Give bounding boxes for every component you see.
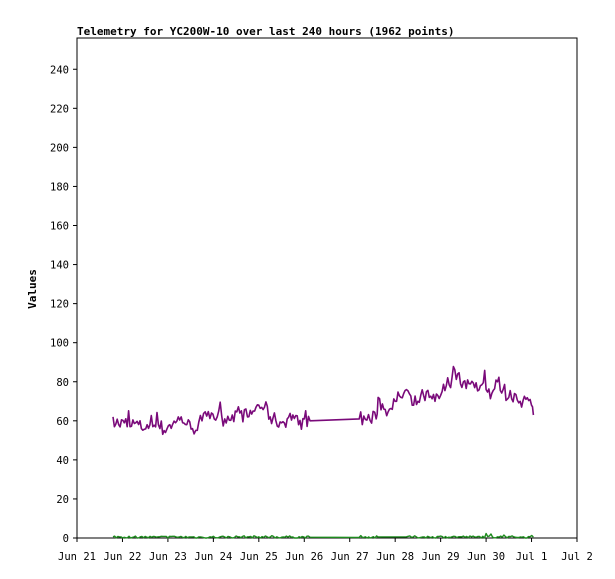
chart-title: Telemetry for YC200W-10 over last 240 ho… xyxy=(77,25,455,38)
plot-frame xyxy=(76,37,578,539)
x-tick-label: Jun 27 xyxy=(331,551,369,563)
x-tick-label: Jun 30 xyxy=(467,551,505,563)
y-tick-label: 220 xyxy=(50,103,69,115)
y-tick-label: 140 xyxy=(50,260,69,272)
series-layer xyxy=(112,365,535,539)
x-tick-label: Jun 21 xyxy=(58,551,96,563)
y-tick-label: 200 xyxy=(50,142,69,154)
y-tick-label: 160 xyxy=(50,221,69,233)
x-tick-label: Jun 25 xyxy=(240,551,278,563)
y-tick-label: 0 xyxy=(63,533,69,545)
y-axis-label: Values xyxy=(26,269,39,309)
x-tick-label: Jun 23 xyxy=(149,551,187,563)
y-tick-label: 100 xyxy=(50,338,69,350)
x-tick-label: Jul 1 xyxy=(516,551,548,563)
x-tick-label: Jul 2 xyxy=(561,551,593,563)
series-line-0 xyxy=(112,365,535,436)
y-tick-label: 120 xyxy=(50,299,69,311)
x-tick-label: Jun 29 xyxy=(422,551,460,563)
y-tick-label: 20 xyxy=(56,494,69,506)
y-tick-label: 40 xyxy=(56,455,69,467)
y-tick-label: 60 xyxy=(56,416,69,428)
series-line-1 xyxy=(112,532,534,539)
y-tick-label: 80 xyxy=(56,377,69,389)
x-tick-label: Jun 28 xyxy=(376,551,414,563)
y-tick-label: 180 xyxy=(50,181,69,193)
x-tick-label: Jun 24 xyxy=(194,551,232,563)
y-ticks: 0 20 40 60 80 100 120 140 160 180 200 220 240 xyxy=(50,64,77,545)
x-ticks: Jun 21 Jun 22 Jun 23 Jun 24 Jun 25 Jun 26 Jun … xyxy=(58,538,593,563)
x-tick-label: Jun 26 xyxy=(285,551,323,563)
x-tick-label: Jun 22 xyxy=(103,551,141,563)
y-tick-label: 240 xyxy=(50,64,69,76)
